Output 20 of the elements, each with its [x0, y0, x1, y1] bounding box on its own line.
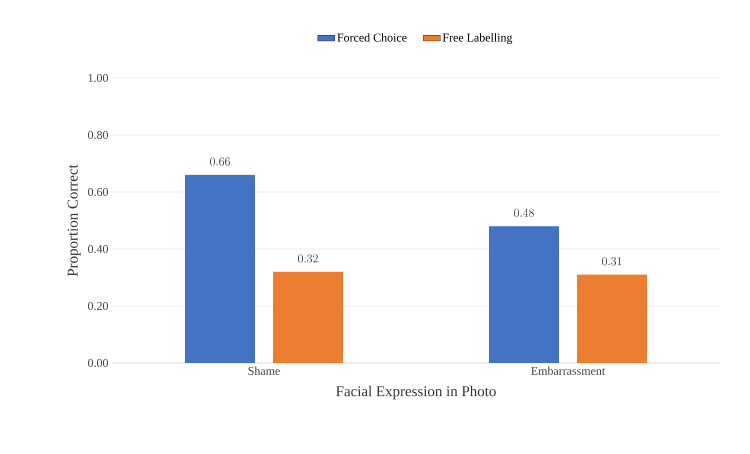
x-tick-label: Shame: [248, 366, 280, 375]
legend-label: Forced Choice: [337, 33, 407, 42]
bar: [185, 174, 256, 363]
bar: [577, 274, 648, 363]
x-axis-title: Facial Expression in Photo: [336, 386, 496, 400]
y-tick-label: 0.80: [88, 130, 108, 140]
y-tick-label: 0.40: [88, 244, 108, 254]
data-label: 0.48: [514, 208, 534, 217]
data-label: 0.66: [210, 157, 230, 166]
data-label: 0.31: [602, 257, 622, 266]
data-label: 0.32: [298, 254, 318, 263]
y-tick-label: 0.00: [88, 358, 108, 368]
legend-label: Free Labelling: [442, 33, 512, 44]
bar: [489, 226, 560, 363]
y-axis-title: Proportion Correct: [68, 164, 81, 276]
bar: [273, 272, 344, 363]
y-tick-label: 0.20: [88, 302, 108, 310]
y-tick-label: 1.00: [88, 74, 108, 82]
y-tick-label: 0.60: [88, 188, 108, 196]
x-tick-label: Embarrassment: [531, 366, 606, 375]
